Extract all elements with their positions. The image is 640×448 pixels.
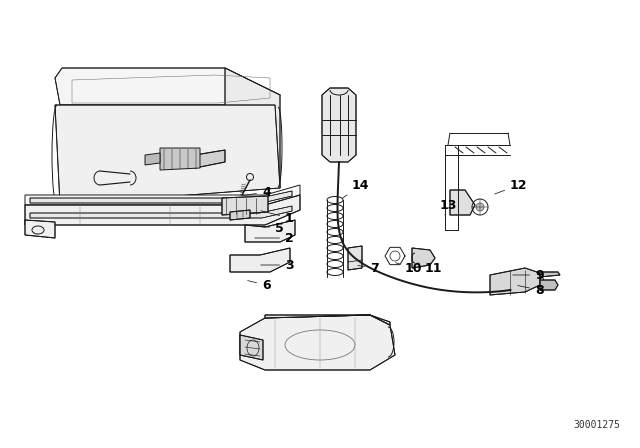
Text: 9: 9 (513, 268, 543, 281)
Polygon shape (322, 88, 356, 162)
Text: 8: 8 (518, 284, 543, 297)
Polygon shape (225, 68, 280, 188)
Polygon shape (348, 246, 362, 270)
Text: 7: 7 (358, 262, 379, 275)
Polygon shape (30, 206, 292, 218)
Polygon shape (265, 315, 390, 325)
Polygon shape (240, 315, 395, 370)
Circle shape (476, 203, 484, 211)
Polygon shape (230, 248, 290, 272)
Polygon shape (450, 190, 475, 215)
Polygon shape (222, 196, 268, 215)
Polygon shape (55, 68, 280, 105)
Polygon shape (25, 220, 55, 238)
Polygon shape (490, 268, 540, 295)
Text: 1: 1 (260, 211, 294, 224)
Text: 5: 5 (258, 221, 284, 234)
Text: 10: 10 (396, 262, 422, 275)
Polygon shape (30, 191, 292, 203)
Text: 3: 3 (260, 258, 294, 271)
Text: 2: 2 (255, 232, 294, 245)
Polygon shape (540, 272, 560, 277)
Polygon shape (25, 195, 300, 225)
Polygon shape (540, 280, 558, 290)
Text: 30001275: 30001275 (573, 420, 620, 430)
Polygon shape (55, 105, 280, 205)
Text: 4: 4 (243, 185, 271, 198)
Text: 11: 11 (418, 262, 442, 275)
Text: 13: 13 (440, 198, 458, 215)
Polygon shape (245, 220, 295, 242)
Polygon shape (160, 148, 200, 170)
Polygon shape (230, 210, 250, 220)
Polygon shape (145, 153, 160, 165)
Text: 14: 14 (342, 178, 369, 198)
Polygon shape (25, 185, 300, 205)
Text: 12: 12 (495, 178, 527, 194)
Polygon shape (240, 335, 263, 360)
Polygon shape (412, 248, 435, 268)
Text: 6: 6 (248, 279, 271, 292)
Polygon shape (195, 150, 225, 168)
